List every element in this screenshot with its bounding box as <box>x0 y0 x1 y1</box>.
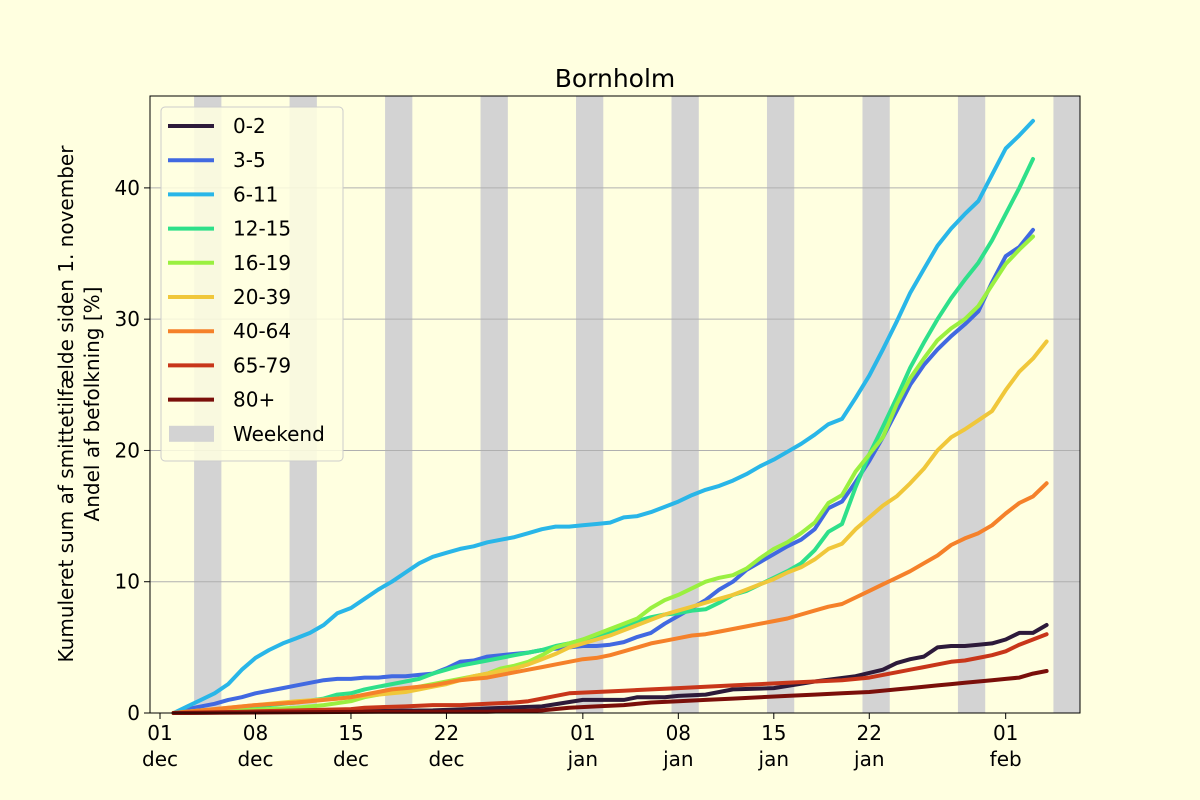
chart-title: Bornholm <box>555 64 676 93</box>
y-axis: 0 10 20 30 40 <box>115 176 150 725</box>
weekend-band <box>671 96 699 713</box>
x-axis: 01dec08dec15dec22dec01jan08jan15jan22jan… <box>142 713 1022 771</box>
x-tick-day: 22 <box>434 721 459 745</box>
x-tick-day: 08 <box>666 721 691 745</box>
x-tick-day: 15 <box>761 721 786 745</box>
y-tick-label: 40 <box>115 176 140 200</box>
legend-label: 16-19 <box>233 251 291 275</box>
weekend-band <box>957 96 986 713</box>
weekend-band <box>480 96 508 713</box>
series-line-12-15 <box>171 157 1035 715</box>
x-tick-month: dec <box>333 747 369 771</box>
series-line-20-39 <box>171 339 1049 715</box>
x-tick-month: feb <box>990 747 1022 771</box>
series-line-0-2 <box>171 623 1049 715</box>
legend: 0-2 3-5 6-11 12-15 16-19 20-39 40-64 65-79 80+ We… <box>160 106 344 462</box>
legend-label: 0-2 <box>233 114 266 138</box>
legend-label: 6-11 <box>233 182 278 206</box>
legend-label: 20-39 <box>233 285 291 309</box>
x-tick-month: dec <box>428 747 464 771</box>
x-tick-month: dec <box>237 747 273 771</box>
legend-label-weekend: Weekend <box>233 422 325 446</box>
weekend-band <box>862 96 890 713</box>
x-tick-day: 08 <box>243 721 268 745</box>
x-tick-day: 01 <box>570 721 595 745</box>
weekend-band <box>1053 96 1080 713</box>
x-tick-day: 22 <box>857 721 882 745</box>
series-line-40-64 <box>171 481 1049 715</box>
x-tick-month: jan <box>758 747 790 771</box>
y-tick-label: 0 <box>127 701 140 725</box>
series-line-6-11 <box>171 118 1035 715</box>
plot-frame <box>149 95 1081 714</box>
x-tick-month: jan <box>567 747 599 771</box>
y-tick-label: 10 <box>115 570 140 594</box>
x-tick-day: 01 <box>993 721 1018 745</box>
legend-label: 80+ <box>233 388 275 412</box>
legend-swatch-weekend <box>169 425 214 442</box>
legend-label: 12-15 <box>233 217 291 241</box>
weekend-band <box>385 96 413 713</box>
series-line-65-79 <box>171 632 1049 715</box>
series-line-80+ <box>171 669 1049 715</box>
weekend-band <box>766 96 795 713</box>
x-tick-month: jan <box>662 747 694 771</box>
y-axis-title-line1: Kumuleret sum af smittetilfælde siden 1.… <box>54 145 78 663</box>
x-tick-month: jan <box>853 747 885 771</box>
legend-label: 40-64 <box>233 319 291 343</box>
weekend-band <box>576 96 604 713</box>
x-tick-day: 15 <box>338 721 363 745</box>
series-lines <box>171 118 1049 715</box>
x-tick-day: 01 <box>147 721 172 745</box>
legend-label: 3-5 <box>233 148 266 172</box>
y-tick-label: 30 <box>115 307 140 331</box>
y-tick-label: 20 <box>115 438 140 462</box>
y-axis-title-line2: Andel af befolkning [%] <box>80 287 104 522</box>
x-tick-month: dec <box>142 747 178 771</box>
legend-label: 65-79 <box>233 353 291 377</box>
